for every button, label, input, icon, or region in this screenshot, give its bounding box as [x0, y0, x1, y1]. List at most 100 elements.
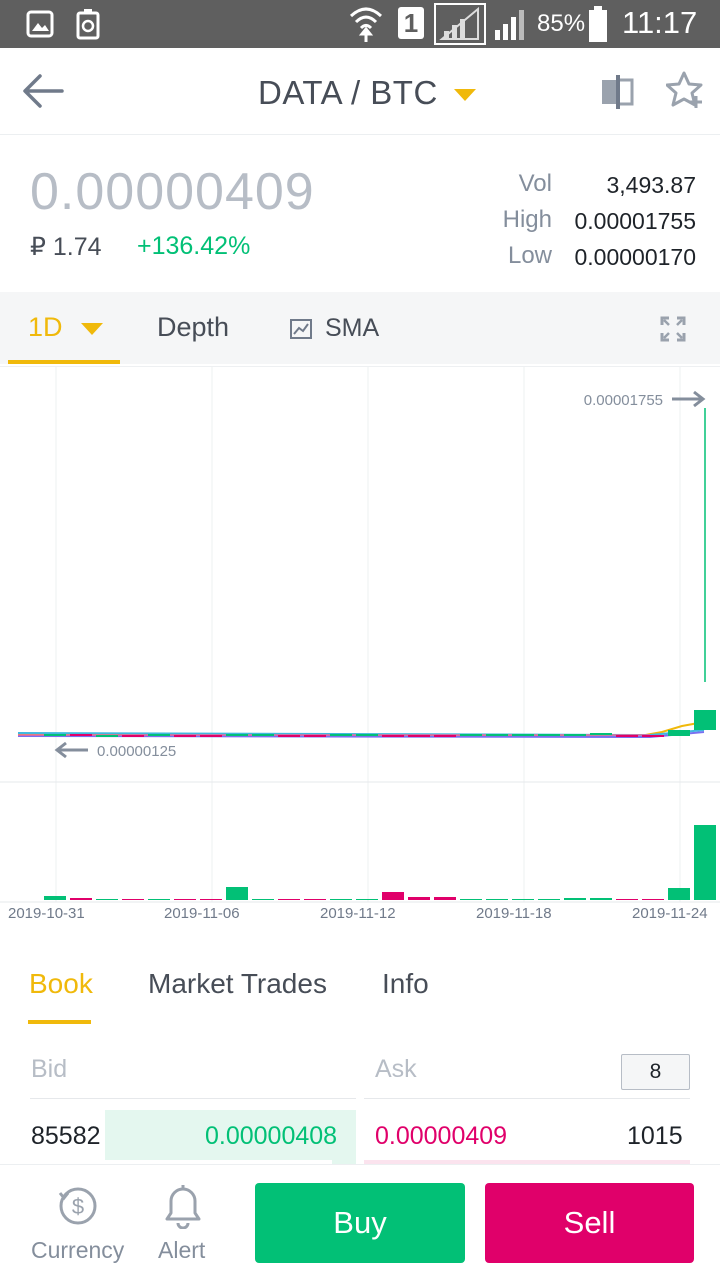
candle — [252, 734, 274, 736]
candle — [330, 734, 352, 736]
ask-price[interactable]: 0.00000409 — [375, 1122, 508, 1150]
candles-group — [44, 408, 716, 737]
compare-icon[interactable] — [600, 74, 638, 110]
tab-depth[interactable]: Depth — [157, 312, 230, 342]
candlestick-chart[interactable]: 0.00001755 0.00000125 2019-10-31 2019-11… — [0, 366, 720, 922]
x-tick-label: 2019-11-12 — [320, 905, 396, 922]
bid-header: Bid — [31, 1055, 68, 1083]
sma-label: SMA — [324, 314, 380, 342]
favorite-star-icon[interactable] — [666, 70, 706, 110]
candle — [460, 734, 482, 736]
alert-button[interactable]: Alert — [150, 1165, 220, 1281]
chart-grid — [0, 366, 720, 903]
volume-bar — [122, 899, 144, 900]
divider — [364, 1098, 690, 1099]
volume-bar — [486, 899, 508, 900]
volume-bar — [434, 897, 456, 900]
candle — [564, 734, 586, 736]
candle — [148, 734, 170, 736]
ask-depth-bar — [364, 1160, 690, 1166]
tab-book[interactable]: Book — [29, 968, 93, 999]
candle — [694, 710, 716, 730]
header: DATA / BTC — [0, 48, 720, 135]
candle — [70, 734, 92, 736]
volume-bar — [174, 899, 196, 900]
volume-bar — [70, 898, 92, 900]
tab-info[interactable]: Info — [382, 968, 429, 999]
bell-icon — [165, 1185, 201, 1229]
candle — [616, 735, 638, 737]
caret-down-icon — [454, 89, 477, 102]
volume-bar — [408, 897, 430, 900]
volume-bar — [642, 899, 664, 900]
volume-bar — [44, 896, 66, 900]
bid-amount[interactable]: 85582 — [31, 1122, 101, 1150]
candle — [356, 734, 378, 736]
status-bar: 1 85% 11:17 — [0, 0, 720, 48]
tab-market-trades[interactable]: Market Trades — [148, 968, 327, 999]
pair-title: DATA / BTC — [258, 74, 438, 111]
ask-header: Ask — [375, 1055, 417, 1083]
high-label: High — [502, 206, 552, 233]
volume-bar — [226, 887, 248, 900]
vol-value: 3,493.87 — [606, 172, 696, 198]
signal-icon-sim1 — [434, 3, 486, 45]
volume-bar — [460, 899, 482, 900]
volume-bar — [616, 899, 638, 900]
recycle-icon — [76, 9, 100, 40]
gallery-icon — [26, 10, 54, 38]
candle — [382, 735, 404, 737]
fullscreen-icon[interactable] — [660, 316, 686, 342]
price-change: +136.42% — [137, 232, 251, 260]
buy-button[interactable]: Buy — [255, 1183, 465, 1263]
back-arrow-icon[interactable] — [22, 74, 64, 108]
volume-bar — [148, 899, 170, 900]
interval-selector[interactable]: 1D — [28, 312, 104, 343]
chart-toolbar: 1D Depth SMA — [0, 292, 720, 364]
volume-bar — [668, 888, 690, 900]
candle — [668, 730, 690, 736]
volume-bar — [512, 899, 534, 900]
volume-bar — [382, 892, 404, 900]
divider — [30, 1098, 356, 1099]
candle — [512, 734, 534, 736]
wifi-icon — [349, 7, 383, 42]
candle — [434, 735, 456, 737]
min-price-label: 0.00000125 — [97, 743, 176, 760]
tab-sma[interactable]: SMA — [290, 314, 379, 343]
alert-label: Alert — [158, 1237, 206, 1263]
candle — [486, 734, 508, 736]
signal-icon-sim2 — [495, 10, 524, 40]
candle — [96, 735, 118, 737]
active-tab-indicator — [8, 360, 120, 364]
precision-selector[interactable]: 8 — [621, 1054, 690, 1090]
x-tick-label: 2019-11-18 — [476, 905, 552, 922]
volume-bars-group — [44, 825, 716, 900]
volume-bar — [304, 899, 326, 900]
low-label: Low — [507, 242, 552, 269]
candle — [226, 734, 248, 736]
candle — [304, 735, 326, 737]
low-value: 0.00000170 — [574, 244, 696, 270]
sim-badge: 1 — [398, 7, 424, 39]
volume-bar — [330, 899, 352, 900]
fiat-price: ₽ 1.74 — [30, 233, 102, 261]
volume-bar — [694, 825, 716, 900]
candle — [408, 735, 430, 737]
bid-price[interactable]: 0.00000408 — [205, 1122, 338, 1150]
volume-bar — [538, 899, 560, 900]
bid-depth-bar — [105, 1110, 356, 1160]
sim-label: 1 — [403, 8, 419, 38]
sell-button[interactable]: Sell — [485, 1183, 694, 1263]
candle — [174, 735, 196, 737]
min-arrow-icon — [54, 741, 88, 759]
currency-button[interactable]: $ Currency — [28, 1165, 128, 1281]
pair-selector[interactable]: DATA / BTC — [258, 74, 477, 112]
candle — [538, 734, 560, 736]
currency-icon: $ — [58, 1187, 97, 1225]
svg-text:$: $ — [72, 1194, 84, 1219]
candle — [642, 735, 664, 737]
ask-amount[interactable]: 1015 — [627, 1122, 683, 1150]
bid-depth-bar — [332, 1160, 356, 1166]
currency-label: Currency — [31, 1237, 125, 1263]
